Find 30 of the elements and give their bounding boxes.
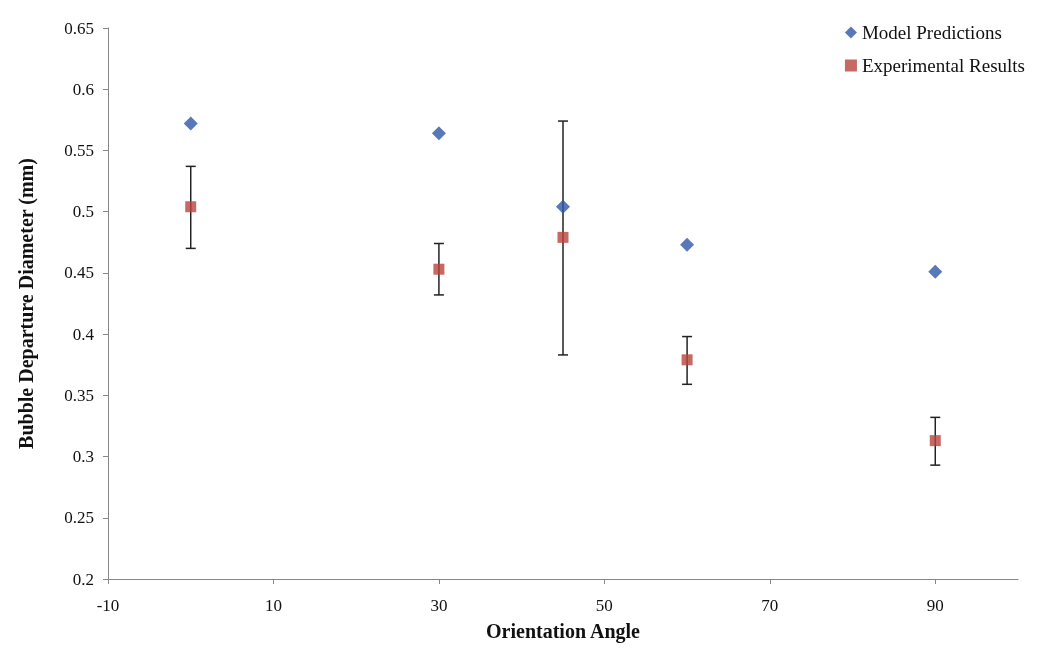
y-tick-label: 0.4 xyxy=(72,324,95,344)
point xyxy=(556,199,570,214)
y-tick-label: 0.45 xyxy=(64,263,94,283)
point xyxy=(928,264,943,279)
point xyxy=(681,354,693,366)
y-tick-label: 0.5 xyxy=(72,202,94,222)
point xyxy=(433,263,445,275)
legend-label: Experimental Results xyxy=(861,55,1026,76)
x-tick-label: 30 xyxy=(430,596,448,615)
y-tick-label: 0.25 xyxy=(64,508,94,528)
x-tick-label: 10 xyxy=(264,596,282,615)
point xyxy=(185,201,197,213)
point xyxy=(557,231,569,243)
point xyxy=(183,116,198,131)
x-axis-title: Orientation Angle xyxy=(486,620,641,643)
y-tick-label: 0.65 xyxy=(64,18,94,38)
point xyxy=(680,237,695,252)
y-tick-label: 0.2 xyxy=(72,569,94,589)
point xyxy=(431,126,446,141)
legend-label: Model Predictions xyxy=(861,22,1002,43)
x-tick-label: 70 xyxy=(761,596,779,615)
x-tick-label: 50 xyxy=(595,596,613,615)
x-tick-label: -10 xyxy=(96,596,120,615)
point xyxy=(929,435,941,447)
y-tick-label: 0.3 xyxy=(72,447,94,467)
y-tick-label: 0.6 xyxy=(72,79,94,99)
y-tick-label: 0.55 xyxy=(64,140,94,160)
y-tick-label: 0.35 xyxy=(64,385,94,405)
y-axis-title: Bubble Departure Diameter (mm) xyxy=(15,158,38,449)
x-tick-label: 90 xyxy=(926,596,944,615)
